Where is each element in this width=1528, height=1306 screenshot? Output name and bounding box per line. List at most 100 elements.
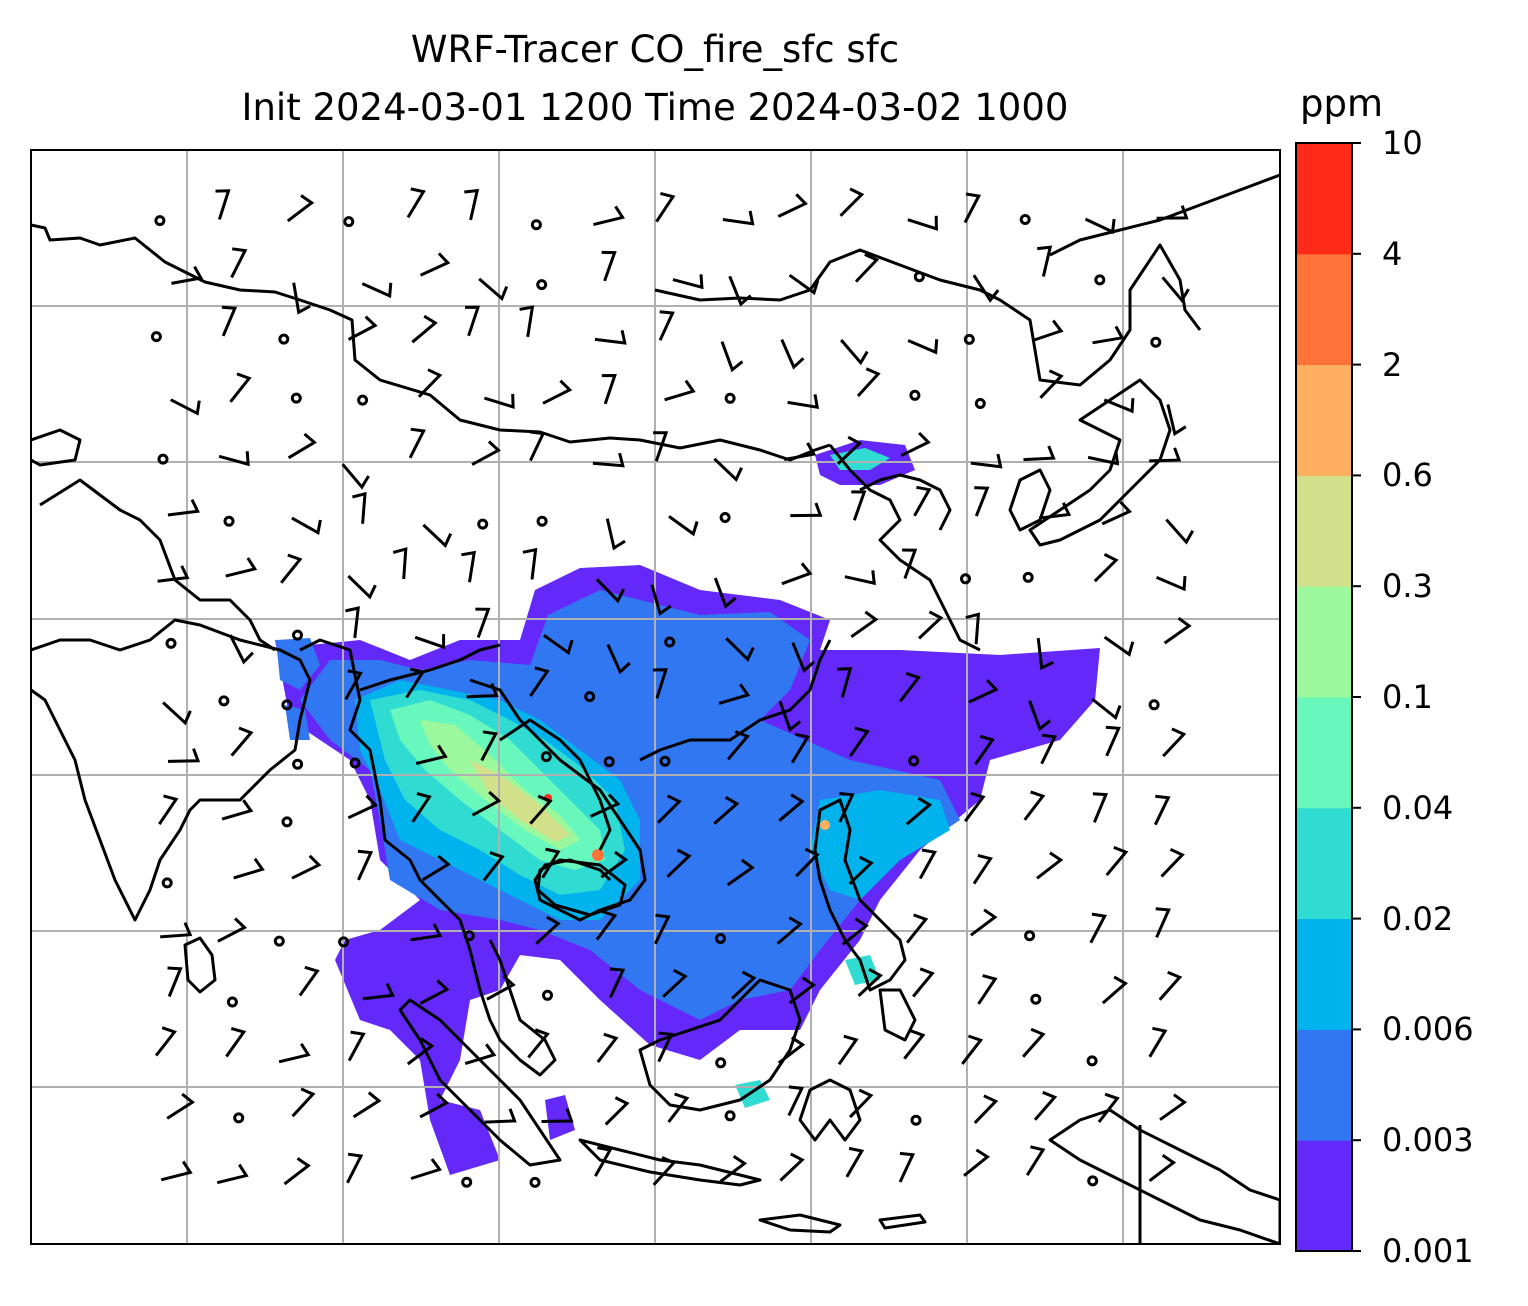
wind-barb <box>156 1028 174 1056</box>
wind-barb <box>465 307 478 336</box>
calm-wind-marker <box>1021 216 1029 224</box>
wind-barb <box>979 976 996 1004</box>
wind-barb <box>856 254 877 281</box>
wind-barb <box>673 274 702 287</box>
wind-barb <box>841 340 867 363</box>
wind-barb <box>285 1158 309 1184</box>
calm-wind-marker <box>962 575 970 583</box>
wind-barb <box>362 283 391 296</box>
calm-wind-marker <box>283 818 291 826</box>
wind-barb <box>479 279 507 299</box>
wind-barb <box>419 370 440 397</box>
calm-wind-marker <box>225 517 233 525</box>
calm-wind-marker <box>912 1116 920 1124</box>
wind-barb <box>281 555 300 583</box>
wind-barb <box>1033 321 1061 341</box>
calm-wind-marker <box>163 879 171 887</box>
wind-barb <box>300 967 317 995</box>
wind-barb <box>593 453 623 466</box>
calm-wind-marker <box>1024 573 1032 581</box>
wind-barb <box>602 376 615 404</box>
calm-wind-marker <box>1088 1057 1096 1065</box>
calm-wind-marker <box>1026 932 1034 940</box>
wind-barb <box>782 340 804 368</box>
calm-wind-marker <box>721 514 729 522</box>
wind-barb <box>292 856 319 878</box>
calm-wind-marker <box>538 281 546 289</box>
wind-barb <box>520 307 533 337</box>
calm-wind-marker <box>228 998 236 1006</box>
wind-barb <box>974 488 987 516</box>
wind-barb <box>1160 972 1180 1000</box>
calm-wind-marker <box>479 520 487 528</box>
wind-barb <box>851 492 864 520</box>
calm-wind-marker <box>292 394 300 402</box>
wind-barb <box>232 249 246 278</box>
map-figure <box>0 0 1528 1306</box>
colorbar-tick-label: 4 <box>1382 236 1402 272</box>
colorbar-tick-label: 0.6 <box>1382 457 1433 493</box>
wind-barb <box>475 609 488 637</box>
wind-barb <box>975 1096 996 1123</box>
wind-barb <box>1091 914 1105 943</box>
wind-barb <box>1027 1147 1043 1175</box>
wind-barb <box>1025 792 1043 820</box>
wind-barb <box>778 194 805 216</box>
wind-barb <box>1037 247 1050 276</box>
wind-barb <box>919 612 941 639</box>
calm-wind-marker <box>915 273 923 281</box>
wind-barb <box>415 634 443 647</box>
wind-barb <box>1093 794 1106 823</box>
calm-wind-marker <box>159 455 167 463</box>
wind-barb <box>847 1148 862 1177</box>
wind-barb <box>1150 1155 1174 1181</box>
wind-barb <box>1040 371 1061 398</box>
wind-barb <box>1037 853 1061 879</box>
wind-barb <box>962 1036 980 1064</box>
calm-wind-marker <box>1152 338 1160 346</box>
calm-wind-marker <box>538 517 546 525</box>
wind-barb <box>723 211 753 224</box>
wind-barb <box>349 1032 363 1061</box>
wind-barb <box>393 549 406 579</box>
wind-barb <box>1162 849 1183 876</box>
wind-barb <box>461 553 474 583</box>
calm-wind-marker <box>726 1112 734 1120</box>
wind-barb <box>348 576 375 597</box>
wind-barb <box>410 429 424 458</box>
wind-barb <box>293 1089 313 1116</box>
calm-wind-marker <box>152 333 160 341</box>
wind-barb <box>660 312 673 341</box>
calm-wind-marker <box>275 937 283 945</box>
colorbar-segment <box>1296 254 1352 365</box>
colorbar-segment <box>1296 808 1352 919</box>
calm-wind-marker <box>544 991 552 999</box>
calm-wind-marker <box>1089 1177 1097 1185</box>
calm-wind-marker <box>294 760 302 768</box>
wind-barb <box>780 1154 802 1181</box>
wind-barb <box>665 381 694 400</box>
hotspot-orange-2 <box>820 820 830 830</box>
wind-barb <box>294 283 310 313</box>
wind-barb <box>1166 520 1192 543</box>
wind-barb <box>971 454 1001 467</box>
calm-wind-marker <box>280 335 288 343</box>
wind-barb <box>595 330 625 343</box>
wind-barb <box>292 518 321 533</box>
calm-wind-marker <box>531 1178 539 1186</box>
wind-barb <box>845 570 874 583</box>
wind-barb <box>232 728 252 756</box>
colorbar-tick-label: 10 <box>1382 125 1423 161</box>
wind-barb <box>159 796 176 824</box>
hotspot-orange <box>592 849 604 861</box>
wind-barb <box>657 193 674 221</box>
calm-wind-marker <box>463 1178 471 1186</box>
wind-barb <box>602 252 615 281</box>
wind-barb <box>226 1028 243 1056</box>
wind-barb <box>167 1094 192 1118</box>
wind-barb <box>289 434 315 458</box>
wind-barb <box>352 494 365 524</box>
wind-barb <box>465 1044 494 1063</box>
wind-barb <box>1163 277 1189 300</box>
wind-barb <box>1150 1028 1165 1057</box>
